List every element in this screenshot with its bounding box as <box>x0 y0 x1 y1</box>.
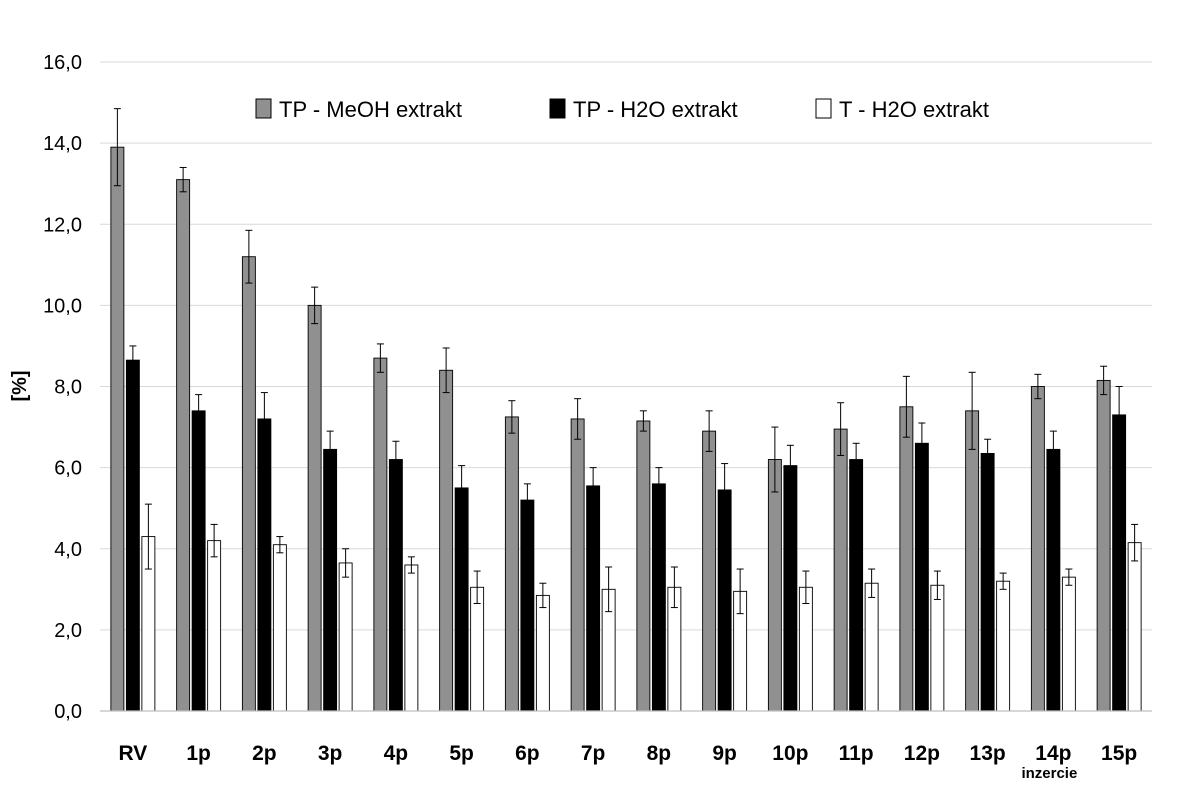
bar-tp-h2o-extrakt-9p <box>717 489 732 712</box>
bar-tp-meoh-extrakt-13p <box>965 410 980 712</box>
bar-tp-meoh-extrakt-15p <box>1096 379 1111 712</box>
x-axis-categories: RV 1p 2p 3p 4p 5p 6p 7p 8p 9p 10p 11p 12p 13p 14p 15p <box>118 742 1137 765</box>
x-category-label: 15p <box>1101 742 1137 765</box>
x-category-label: 5p <box>449 742 474 765</box>
bar-tp-h2o-extrakt-6p <box>520 499 535 712</box>
y-tick-label: 0,0 <box>54 701 82 723</box>
x-category-label: 11p <box>839 742 874 765</box>
category-annotation: inzercie <box>1021 765 1077 782</box>
x-category-label: 12p <box>904 742 940 765</box>
x-category-label: 2p <box>252 742 277 765</box>
bar-tp-h2o-extrakt-10p <box>783 465 798 712</box>
legend-label: T - H2O extrakt <box>839 97 989 122</box>
bar-tp-h2o-extrakt-4p <box>388 459 403 712</box>
x-category-label: 8p <box>647 742 672 765</box>
y-tick-label: 4,0 <box>54 539 82 561</box>
bar-tp-meoh-extrakt-3p <box>307 304 322 712</box>
bar-tp-meoh-extrakt-4p <box>373 357 388 712</box>
x-category-label: 1p <box>186 742 211 765</box>
bar-t-h2o-extrakt-14p <box>1061 576 1076 712</box>
bar-t-h2o-extrakt-6p <box>535 594 550 712</box>
y-tick-label: 14,0 <box>43 133 82 155</box>
legend-label: TP - MeOH extrakt <box>279 97 462 122</box>
y-axis-title: [%] <box>9 370 31 401</box>
bar-t-h2o-extrakt-10p <box>798 586 813 712</box>
bar-tp-meoh-extrakt-5p <box>439 369 454 712</box>
annotations: inzercie <box>1021 765 1077 782</box>
bar-t-h2o-extrakt-11p <box>864 582 879 712</box>
bar-tp-meoh-extrakt-12p <box>899 406 914 712</box>
legend: TP - MeOH extrakt TP - H2O extrakt T - H2O… <box>255 97 989 122</box>
bar-t-h2o-extrakt-5p <box>470 586 485 712</box>
bar-t-h2o-extrakt-4p <box>404 564 419 712</box>
y-tick-label: 16,0 <box>43 52 82 74</box>
x-category-label: 7p <box>581 742 606 765</box>
bars <box>110 146 1142 712</box>
bar-tp-h2o-extrakt-15p <box>1112 414 1127 712</box>
legend-swatch <box>549 98 566 119</box>
x-category-label: 9p <box>712 742 737 765</box>
bar-t-h2o-extrakt-1p <box>207 540 222 712</box>
y-tick-label: 6,0 <box>54 458 82 480</box>
bar-tp-h2o-extrakt-5p <box>454 487 469 712</box>
legend-swatch <box>255 98 272 119</box>
bar-tp-h2o-extrakt-7p <box>586 485 601 712</box>
bar-tp-h2o-extrakt-11p <box>849 459 864 712</box>
bar-t-h2o-extrakt-15p <box>1127 542 1142 712</box>
x-category-label: 14p <box>1035 742 1071 765</box>
bar-tp-meoh-extrakt-2p <box>241 256 256 712</box>
y-tick-label: 12,0 <box>43 214 82 236</box>
bar-tp-h2o-extrakt-1p <box>191 410 206 712</box>
bar-tp-h2o-extrakt-rv <box>125 359 140 712</box>
bar-t-h2o-extrakt-13p <box>996 580 1011 712</box>
bar-tp-meoh-extrakt-8p <box>636 420 651 712</box>
bar-tp-meoh-extrakt-7p <box>570 418 585 712</box>
bar-tp-h2o-extrakt-2p <box>257 418 272 712</box>
bar-tp-h2o-extrakt-8p <box>651 483 666 712</box>
x-category-label: 6p <box>515 742 540 765</box>
y-axis-ticks: 0,0 2,0 4,0 6,0 8,0 10,0 12,0 14,0 16,0 <box>43 52 82 723</box>
bar-tp-meoh-extrakt-10p <box>767 459 782 712</box>
bar-t-h2o-extrakt-2p <box>272 544 287 712</box>
legend-label: TP - H2O extrakt <box>573 97 738 122</box>
bar-tp-meoh-extrakt-11p <box>833 428 848 712</box>
legend-swatch <box>815 98 832 119</box>
bar-tp-meoh-extrakt-14p <box>1030 386 1045 712</box>
x-category-label: 10p <box>772 742 808 765</box>
y-tick-label: 8,0 <box>54 377 82 399</box>
bar-tp-meoh-extrakt-1p <box>176 179 191 712</box>
bar-tp-meoh-extrakt-6p <box>504 416 519 712</box>
bar-tp-h2o-extrakt-3p <box>323 448 338 712</box>
bar-tp-h2o-extrakt-12p <box>914 442 929 712</box>
bar-tp-meoh-extrakt-9p <box>702 430 717 712</box>
error-bars <box>113 108 1139 615</box>
bar-t-h2o-extrakt-3p <box>338 562 353 712</box>
x-category-label: 3p <box>318 742 343 765</box>
x-category-label: 4p <box>384 742 409 765</box>
y-tick-label: 10,0 <box>43 295 82 317</box>
x-category-label: 13p <box>970 742 1006 765</box>
bar-tp-h2o-extrakt-13p <box>980 452 995 712</box>
x-category-label: RV <box>118 742 147 765</box>
y-tick-label: 2,0 <box>54 620 82 642</box>
bar-t-h2o-extrakt-12p <box>930 584 945 712</box>
bar-tp-meoh-extrakt-rv <box>110 146 125 712</box>
bar-tp-h2o-extrakt-14p <box>1046 448 1061 712</box>
